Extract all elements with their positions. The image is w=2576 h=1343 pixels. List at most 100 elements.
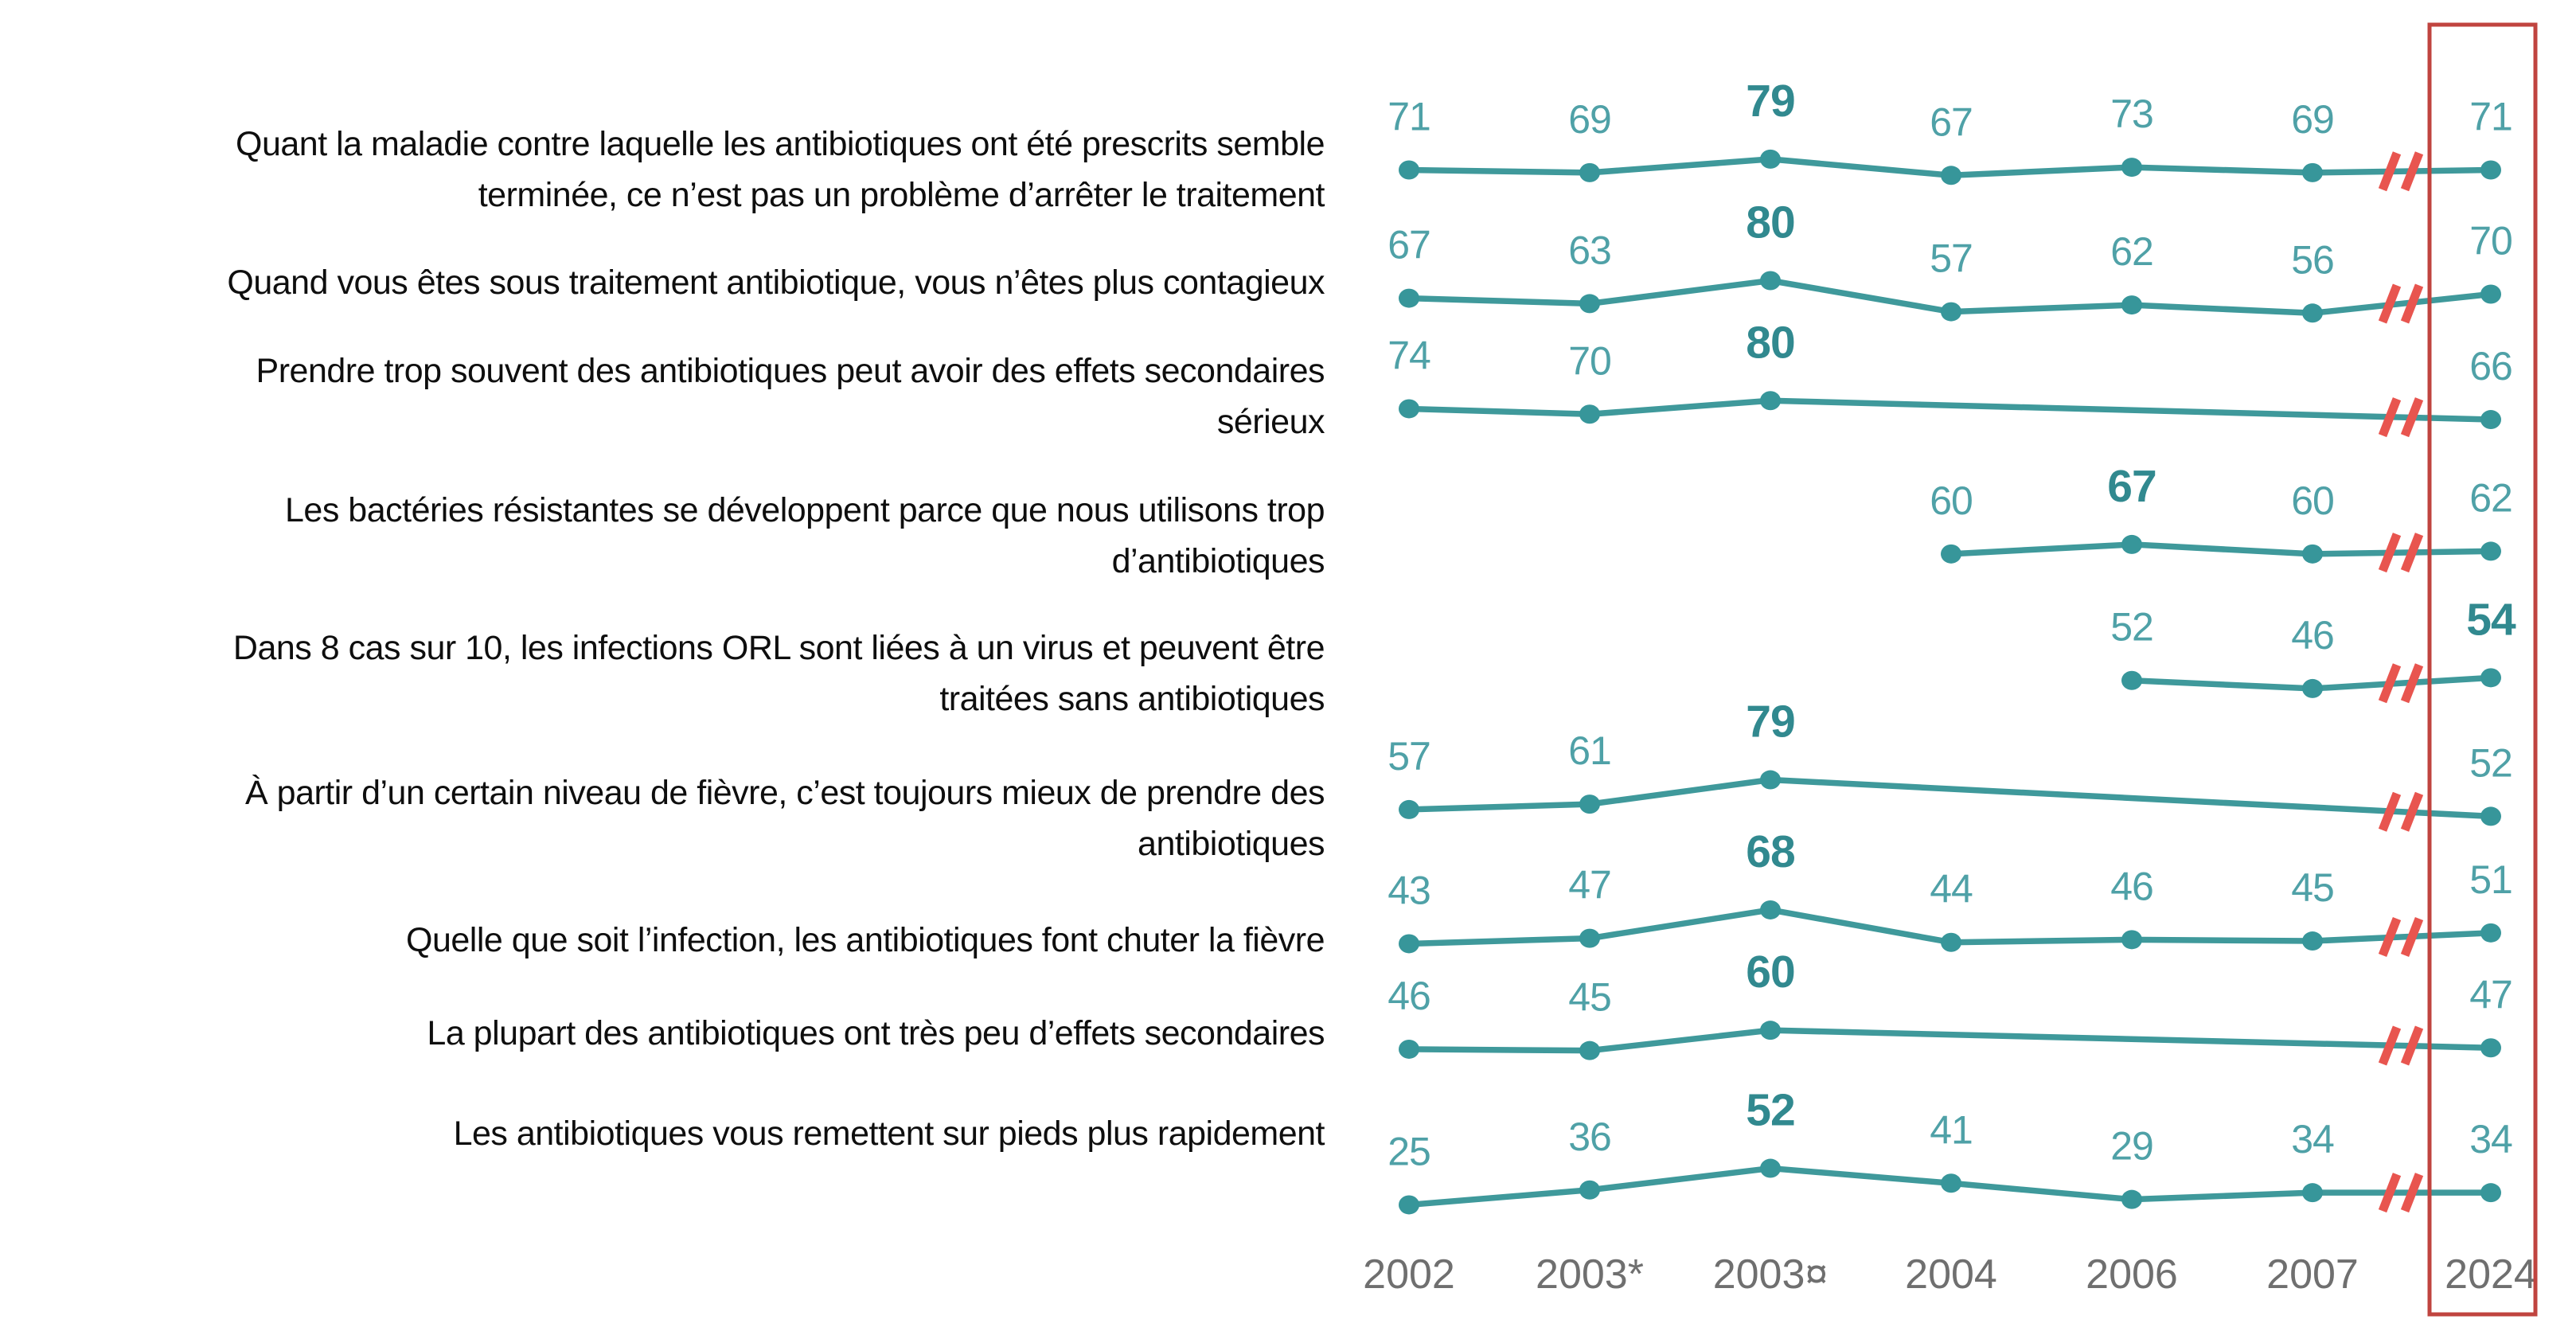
value-label: 69 [2291, 97, 2334, 142]
data-point [2480, 806, 2501, 826]
value-label: 54 [2466, 594, 2516, 645]
axis-break-icon [2400, 283, 2424, 324]
value-label: 47 [1568, 863, 1611, 908]
value-label: 52 [1746, 1085, 1794, 1136]
axis-break-icon [2378, 283, 2402, 324]
value-label: 74 [1388, 333, 1430, 377]
trend-line [1406, 776, 2494, 820]
x-axis-label: 2024 [2445, 1251, 2537, 1298]
data-point [2302, 303, 2323, 323]
data-point [1579, 162, 1600, 182]
value-label: 67 [1930, 100, 1973, 144]
value-label: 61 [1568, 728, 1611, 773]
axis-break-icon [2400, 663, 2424, 704]
value-label: 73 [2110, 92, 2153, 136]
value-label: 62 [2469, 475, 2512, 520]
value-label: 41 [1930, 1107, 1973, 1152]
data-point [2302, 544, 2323, 564]
value-label: 34 [2469, 1117, 2512, 1161]
axis-break-icon [2400, 1025, 2424, 1066]
value-label: 79 [1746, 697, 1794, 748]
value-label: 60 [2291, 478, 2334, 523]
data-point [2480, 541, 2501, 561]
data-point [2480, 410, 2501, 430]
data-point [1941, 1173, 1961, 1193]
value-label: 56 [2291, 237, 2334, 282]
data-point [1579, 794, 1600, 814]
data-point [1760, 900, 1781, 919]
data-point [1941, 544, 1961, 564]
axis-break-icon [2400, 1173, 2424, 1213]
value-label: 46 [2110, 864, 2153, 908]
value-label: 46 [1388, 974, 1430, 1018]
data-point [1941, 302, 1961, 322]
value-label: 79 [1746, 76, 1794, 127]
value-label: 44 [1930, 867, 1973, 912]
value-label: 62 [2110, 229, 2153, 274]
data-point [1760, 770, 1781, 790]
axis-break-icon [2400, 151, 2424, 192]
data-point [1579, 294, 1600, 314]
data-point [1579, 404, 1600, 424]
value-label: 60 [1746, 947, 1794, 997]
axis-break-icon [2400, 397, 2424, 438]
x-axis-label: 2006 [2086, 1251, 2178, 1298]
axis-break-icon [2378, 533, 2402, 573]
value-label: 71 [2469, 94, 2512, 139]
data-point [2121, 534, 2142, 554]
data-point [1399, 288, 1419, 308]
data-point [1760, 1021, 1781, 1040]
value-label: 63 [1568, 228, 1611, 272]
axis-break-icon [2378, 791, 2402, 832]
data-point [1399, 1195, 1419, 1215]
axis-break-icon [2378, 151, 2402, 192]
data-point [1579, 928, 1600, 948]
value-label: 70 [2469, 219, 2512, 264]
data-point [2121, 1189, 2142, 1209]
data-point [1399, 1039, 1419, 1059]
data-point [1760, 149, 1781, 169]
value-label: 46 [2291, 613, 2334, 658]
value-label: 45 [2291, 865, 2334, 910]
value-label: 52 [2110, 605, 2153, 650]
x-axis-label: 2003¤ [1713, 1251, 1829, 1298]
axis-break-icon [2378, 1025, 2402, 1066]
data-point [2121, 158, 2142, 178]
value-label: 67 [2107, 461, 2156, 512]
data-point [2302, 1183, 2323, 1203]
data-point [2121, 670, 2142, 690]
data-point [2480, 284, 2501, 304]
value-label: 69 [1568, 97, 1611, 142]
value-label: 57 [1388, 734, 1430, 779]
trend-line [1948, 541, 2494, 557]
x-axis-label: 2003* [1536, 1251, 1644, 1298]
trend-line [1406, 397, 2494, 423]
data-point [1579, 1180, 1600, 1200]
data-point [2121, 930, 2142, 950]
data-point [2480, 160, 2501, 180]
value-label: 45 [1568, 975, 1611, 1020]
axis-break-icon [2400, 791, 2424, 832]
data-point [1760, 391, 1781, 411]
value-label: 66 [2469, 344, 2512, 388]
axis-break-icon [2378, 1173, 2402, 1213]
x-axis-label: 2002 [1363, 1251, 1455, 1298]
x-axis-label: 2007 [2266, 1251, 2359, 1298]
data-point [2121, 295, 2142, 315]
data-point [1941, 166, 1961, 185]
data-point [2302, 931, 2323, 951]
data-point [2302, 162, 2323, 182]
axis-break-icon [2400, 916, 2424, 957]
value-label: 67 [1388, 223, 1430, 267]
data-point [2480, 923, 2501, 943]
data-point [1760, 271, 1781, 291]
trend-line [1406, 1027, 2494, 1054]
data-point [1399, 160, 1419, 180]
value-label: 71 [1388, 94, 1430, 139]
value-label: 80 [1746, 317, 1794, 368]
data-point [1941, 932, 1961, 952]
value-label: 80 [1746, 197, 1794, 248]
value-label: 34 [2291, 1117, 2334, 1161]
axis-break-icon [2378, 663, 2402, 704]
data-point [1399, 799, 1419, 819]
